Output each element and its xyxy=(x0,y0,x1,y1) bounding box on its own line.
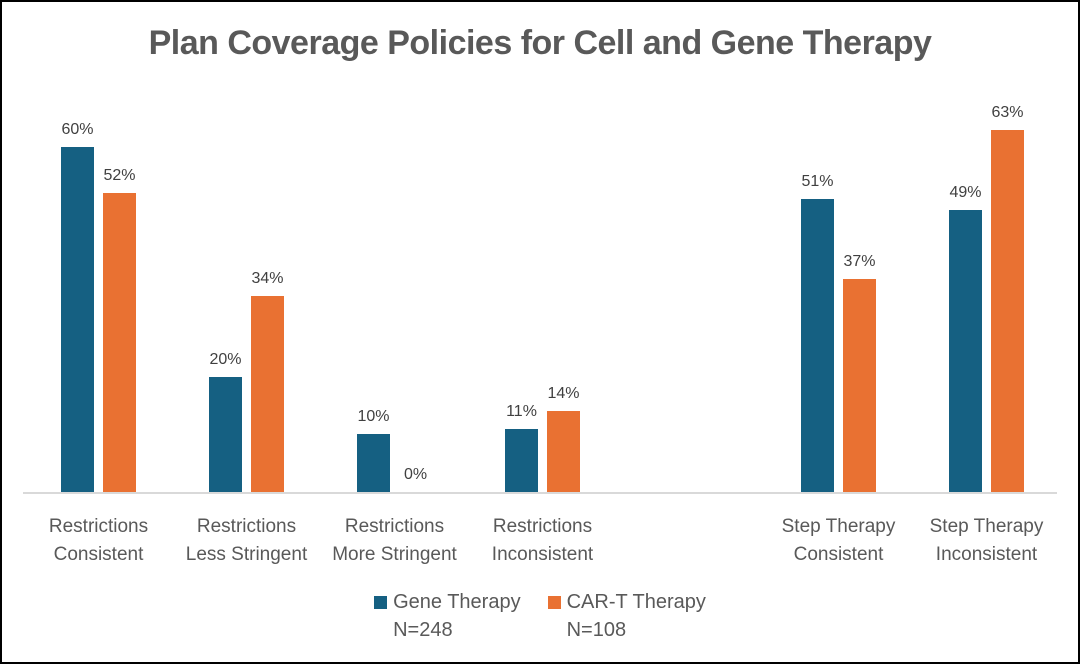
value-label-gene-therapy-step-therapy-consistent: 51% xyxy=(801,173,834,190)
legend-n-cart-therapy: N=108 xyxy=(566,619,627,641)
x-axis-label-restrictions-less-stringent: Restrictions Less Stringent xyxy=(185,516,308,565)
value-label-gene-therapy-step-therapy-inconsistent: 49% xyxy=(949,184,982,201)
legend-swatch-gene-therapy-icon xyxy=(374,596,388,609)
legend-n-gene-therapy: N=248 xyxy=(393,619,453,641)
bar-gene-therapy-restrictions-consistent xyxy=(61,147,94,492)
plot-area: 60% 52% 20% 34% 10% 0% 11% 14% 51% 37% 49% 63% xyxy=(2,2,1078,492)
x-axis-label-restrictions-consistent: Restrictions Consistent xyxy=(48,516,149,565)
value-label-car-t-therapy-restrictions-more-stringent: 0% xyxy=(403,466,428,483)
value-label-car-t-therapy-restrictions-consistent: 52% xyxy=(103,167,136,184)
value-label-car-t-therapy-step-therapy-consistent: 37% xyxy=(843,253,876,270)
bar-gene-therapy-step-therapy-consistent xyxy=(801,199,834,492)
bar-gene-therapy-restrictions-less-stringent xyxy=(209,377,242,492)
bar-gene-therapy-step-therapy-inconsistent xyxy=(949,210,982,492)
bar-car-t-therapy-step-therapy-consistent xyxy=(843,279,876,492)
legend-label-cart-therapy: CAR-T Therapy xyxy=(566,591,706,613)
legend-label-gene-therapy: Gene Therapy xyxy=(393,591,521,613)
x-axis-label-restrictions-inconsistent: Restrictions Inconsistent xyxy=(491,516,594,565)
value-label-car-t-therapy-restrictions-inconsistent: 14% xyxy=(547,385,580,402)
bar-car-t-therapy-restrictions-less-stringent xyxy=(251,296,284,492)
value-label-gene-therapy-restrictions-less-stringent: 20% xyxy=(209,351,242,368)
chart-title: Plan Coverage Policies for Cell and Gene… xyxy=(148,24,932,62)
x-axis-label-step-therapy-inconsistent: Step Therapy Inconsistent xyxy=(929,516,1044,565)
bar-gene-therapy-restrictions-inconsistent xyxy=(505,429,538,492)
legend-item-cart-therapy: CAR-T Therapy N=108 xyxy=(547,588,706,644)
bar-car-t-therapy-step-therapy-inconsistent xyxy=(991,130,1024,492)
bar-car-t-therapy-restrictions-inconsistent xyxy=(547,411,580,492)
value-label-gene-therapy-restrictions-consistent: 60% xyxy=(61,121,94,138)
x-axis-label-step-therapy-consistent: Step Therapy Consistent xyxy=(781,516,896,565)
x-axis-label-restrictions-more-stringent: Restrictions More Stringent xyxy=(332,516,457,565)
value-label-gene-therapy-restrictions-inconsistent: 11% xyxy=(506,403,537,420)
x-axis-line xyxy=(23,492,1057,494)
chart-legend: Gene Therapy N=248 CAR-T Therapy N=108 xyxy=(2,588,1078,644)
legend-swatch-cart-therapy-icon xyxy=(547,596,561,609)
bar-gene-therapy-restrictions-more-stringent xyxy=(357,434,390,492)
value-label-car-t-therapy-step-therapy-inconsistent: 63% xyxy=(991,104,1024,121)
value-label-gene-therapy-restrictions-more-stringent: 10% xyxy=(357,408,390,425)
value-label-car-t-therapy-restrictions-less-stringent: 34% xyxy=(251,270,284,287)
bar-car-t-therapy-restrictions-consistent xyxy=(103,193,136,492)
legend-item-gene-therapy: Gene Therapy N=248 xyxy=(374,588,521,644)
